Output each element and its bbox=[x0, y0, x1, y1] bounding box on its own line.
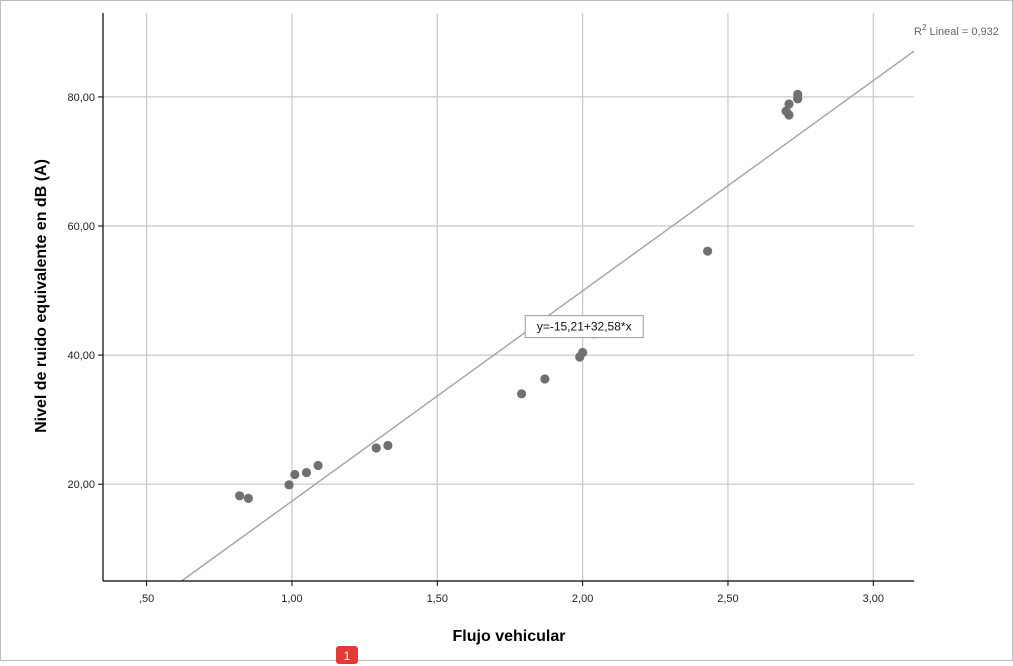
r-squared-value: Lineal = 0,932 bbox=[926, 26, 998, 38]
grid-lines bbox=[103, 13, 914, 581]
data-point bbox=[313, 460, 323, 471]
x-tick-label: 2,50 bbox=[717, 593, 738, 605]
equation-label: y=-15,21+32,58*x bbox=[537, 320, 632, 334]
data-point bbox=[784, 110, 794, 120]
y-axis-title: Nivel de ruido equivalente en dB (A) bbox=[33, 159, 50, 433]
data-point bbox=[578, 347, 588, 358]
data-point bbox=[235, 491, 245, 501]
data-point bbox=[516, 389, 527, 399]
data-point bbox=[290, 469, 300, 480]
marker-badge: 1 bbox=[336, 646, 358, 664]
x-axis-title: Flujo vehicular bbox=[453, 628, 566, 645]
r-squared-superscript: 2 bbox=[922, 23, 927, 32]
x-tick-label: ,50 bbox=[139, 593, 154, 605]
x-tick-label: 3,00 bbox=[863, 593, 884, 605]
data-point bbox=[793, 89, 803, 99]
data-point bbox=[284, 480, 294, 490]
data-point bbox=[383, 440, 393, 451]
data-point bbox=[301, 467, 312, 478]
data-point bbox=[371, 443, 381, 453]
x-tick-label: 1,00 bbox=[281, 593, 302, 605]
y-tick-label: 80,00 bbox=[67, 92, 95, 104]
y-tick-label: 40,00 bbox=[67, 350, 95, 362]
x-tick-label: 1,50 bbox=[427, 593, 448, 605]
x-tick-label: 2,00 bbox=[572, 593, 593, 605]
data-point bbox=[540, 374, 550, 384]
data-point bbox=[243, 493, 253, 503]
r-squared-label: R2 Lineal = 0,932 bbox=[914, 23, 999, 38]
r-squared-prefix: R bbox=[914, 26, 922, 38]
data-point bbox=[703, 246, 713, 256]
data-points bbox=[235, 89, 803, 503]
y-tick-label: 60,00 bbox=[67, 221, 95, 233]
data-point bbox=[784, 99, 794, 109]
y-tick-label: 20,00 bbox=[67, 479, 95, 491]
equation-annotation: y=-15,21+32,58*x bbox=[524, 315, 644, 339]
axes bbox=[98, 13, 914, 586]
equation-box bbox=[524, 315, 644, 339]
tick-labels: ,50 1,00 1,50 2,00 2,50 3,00 20,00 40,00 60,00 80… bbox=[67, 92, 884, 605]
